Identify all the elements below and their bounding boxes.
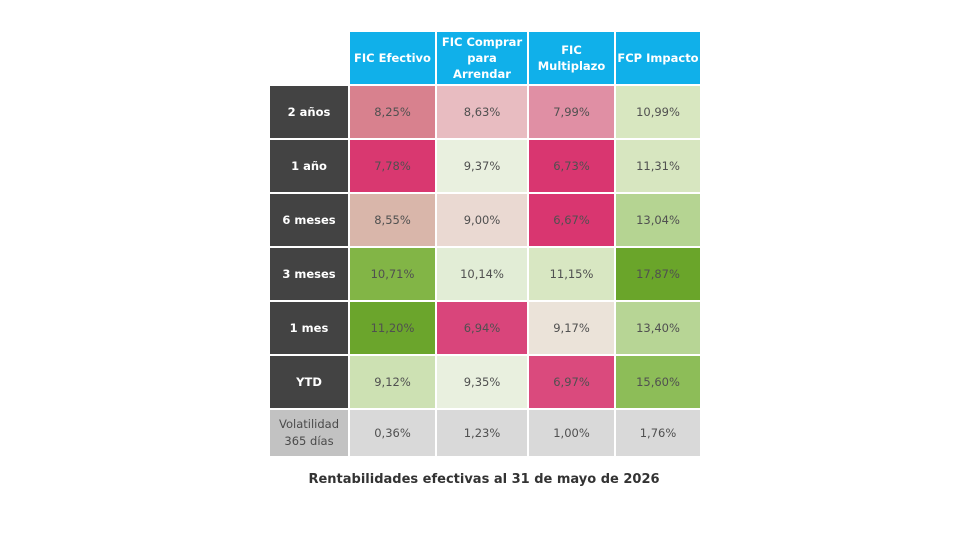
value-cell: 6,73% bbox=[529, 140, 614, 192]
table-row: 2 años 8,25% 8,63% 7,99% 10,99% bbox=[270, 86, 700, 138]
value-cell: 11,31% bbox=[616, 140, 700, 192]
returns-table: FIC Efectivo FIC Comprar para Arrendar F… bbox=[268, 30, 702, 458]
column-header-line1: FCP Impacto bbox=[617, 51, 699, 65]
volatility-cell: 1,00% bbox=[529, 410, 614, 456]
column-header-fic-comprar-para-arrendar: FIC Comprar para Arrendar bbox=[437, 32, 527, 84]
value-cell: 9,00% bbox=[437, 194, 527, 246]
value-cell: 9,35% bbox=[437, 356, 527, 408]
value-cell: 9,12% bbox=[350, 356, 435, 408]
value-cell: 10,14% bbox=[437, 248, 527, 300]
value-cell: 7,78% bbox=[350, 140, 435, 192]
volatility-cell: 1,23% bbox=[437, 410, 527, 456]
value-cell: 6,67% bbox=[529, 194, 614, 246]
table-body: 2 años 8,25% 8,63% 7,99% 10,99% 1 año 7,… bbox=[270, 86, 700, 456]
volatility-cell: 0,36% bbox=[350, 410, 435, 456]
value-cell: 9,37% bbox=[437, 140, 527, 192]
value-cell: 11,20% bbox=[350, 302, 435, 354]
column-header-fic-multiplazo: FIC Multiplazo bbox=[529, 32, 614, 84]
row-label-line2: 365 días bbox=[284, 434, 334, 448]
table-row: YTD 9,12% 9,35% 6,97% 15,60% bbox=[270, 356, 700, 408]
value-cell: 15,60% bbox=[616, 356, 700, 408]
row-label-volatilidad: Volatilidad 365 días bbox=[270, 410, 348, 456]
column-header-fic-efectivo: FIC Efectivo bbox=[350, 32, 435, 84]
value-cell: 8,25% bbox=[350, 86, 435, 138]
value-cell: 11,15% bbox=[529, 248, 614, 300]
value-cell: 10,71% bbox=[350, 248, 435, 300]
value-cell: 10,99% bbox=[616, 86, 700, 138]
value-cell: 7,99% bbox=[529, 86, 614, 138]
column-header-line1: FIC Comprar bbox=[441, 35, 523, 49]
value-cell: 13,04% bbox=[616, 194, 700, 246]
table-row: 3 meses 10,71% 10,14% 11,15% 17,87% bbox=[270, 248, 700, 300]
row-label-line1: Volatilidad bbox=[279, 417, 339, 431]
value-cell: 8,63% bbox=[437, 86, 527, 138]
column-header-line2: para Arrendar bbox=[453, 51, 511, 81]
row-label-2-anos: 2 años bbox=[270, 86, 348, 138]
volatility-row: Volatilidad 365 días 0,36% 1,23% 1,00% 1… bbox=[270, 410, 700, 456]
header-row: FIC Efectivo FIC Comprar para Arrendar F… bbox=[270, 32, 700, 84]
table-caption: Rentabilidades efectivas al 31 de mayo d… bbox=[308, 472, 660, 487]
corner-cell bbox=[270, 32, 348, 84]
column-header-fcp-impacto: FCP Impacto bbox=[616, 32, 700, 84]
value-cell: 8,55% bbox=[350, 194, 435, 246]
value-cell: 13,40% bbox=[616, 302, 700, 354]
volatility-cell: 1,76% bbox=[616, 410, 700, 456]
table-row: 6 meses 8,55% 9,00% 6,67% 13,04% bbox=[270, 194, 700, 246]
column-header-line2: Multiplazo bbox=[537, 59, 606, 73]
row-label-1-ano: 1 año bbox=[270, 140, 348, 192]
value-cell: 17,87% bbox=[616, 248, 700, 300]
row-label-3-meses: 3 meses bbox=[270, 248, 348, 300]
value-cell: 6,94% bbox=[437, 302, 527, 354]
row-label-ytd: YTD bbox=[270, 356, 348, 408]
table-row: 1 mes 11,20% 6,94% 9,17% 13,40% bbox=[270, 302, 700, 354]
value-cell: 9,17% bbox=[529, 302, 614, 354]
row-label-6-meses: 6 meses bbox=[270, 194, 348, 246]
value-cell: 6,97% bbox=[529, 356, 614, 408]
table-row: 1 año 7,78% 9,37% 6,73% 11,31% bbox=[270, 140, 700, 192]
row-label-1-mes: 1 mes bbox=[270, 302, 348, 354]
column-header-line1: FIC bbox=[561, 43, 582, 57]
column-header-line1: FIC Efectivo bbox=[354, 51, 431, 65]
